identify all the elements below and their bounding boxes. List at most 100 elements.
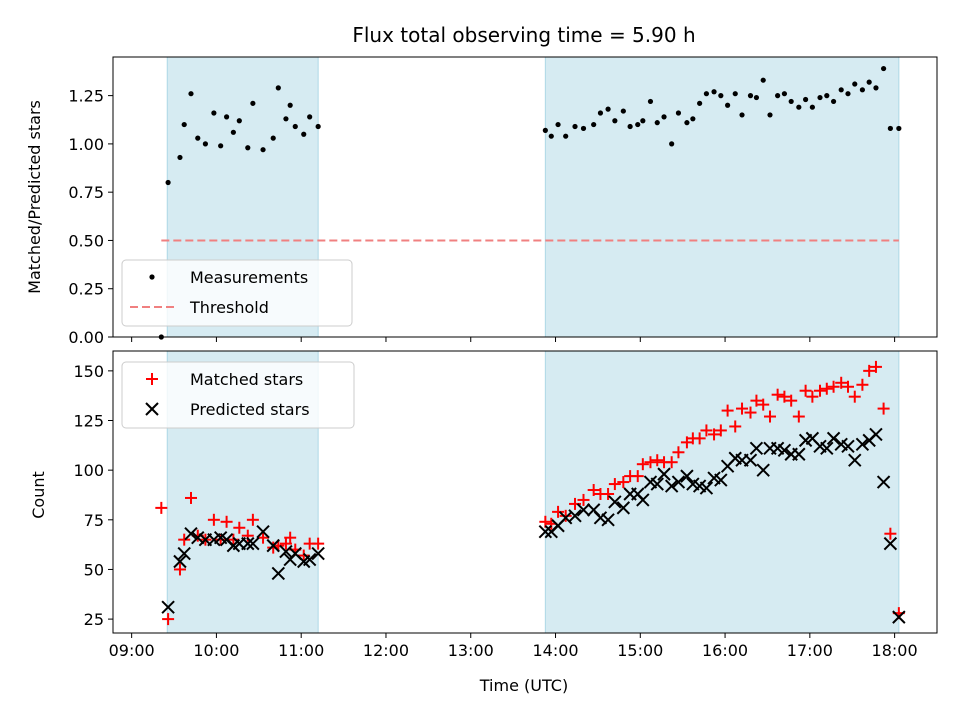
predicted-stars-point-d2 [219,532,234,547]
measurements-point [236,118,242,124]
predicted-stars-point [256,525,270,539]
predicted-stars-point-d2 [568,509,582,523]
predicted-legend-label: Predicted stars [190,400,310,419]
matched-stars-point [184,491,197,504]
count-panel-axes: 25 50 75 100 125 150 09:00 10:00 11:00 12:00 13:00… [73,350,938,660]
predicted-stars-point [699,481,714,495]
measurements-point [675,110,682,116]
predicted-stars-point-d2 [671,475,686,489]
predicted-stars-point-d2 [586,503,601,517]
ratio-y-tick-label: 0.00 [68,328,104,347]
ratio-y-tick-label: 0.75 [68,183,104,202]
measurements-point [739,112,745,118]
measurements-point [880,65,887,72]
measurements-point [597,110,604,116]
predicted-stars-point-d2 [692,479,707,493]
predicted-stars-point-d2 [770,441,785,456]
predicted-stars-point-d2 [820,441,834,456]
ratio-legend-box [121,259,353,327]
predicted-stars-point [855,437,870,452]
predicted-stars-point-d2 [538,525,553,539]
measurements-point [563,133,569,139]
predicted-stars-point [173,554,187,569]
measurements-point [195,135,201,141]
matched-stars-point [744,406,757,419]
matched-stars-point [714,424,727,437]
measurements-point [796,104,802,110]
predicted-stars-point-d2 [616,501,631,515]
ratio-y-axis-label: Matched/Predicted stars [25,100,44,294]
predicted-stars-point-d2 [707,471,721,485]
predicted-stars-point-d2 [636,493,650,507]
matched-stars-point [569,497,582,510]
matched-stars-point [750,394,763,407]
measurements-point [307,114,313,120]
matched-stars-point [162,613,175,626]
matched-stars-point [631,470,644,483]
measurements-point [669,141,675,147]
predicted-stars-point-d2 [826,431,841,446]
matched-stars-point [708,428,721,441]
threshold-legend-label: Threshold [189,298,269,317]
predicted-stars-point [184,526,198,541]
predicted-stars-point-d2 [271,566,286,581]
matched-stars-point [207,513,220,526]
predicted-stars-point-d2 [241,536,255,551]
matched-stars-point [587,484,600,497]
predicted-stars-point-d2 [680,469,694,483]
measurements-point [781,91,788,97]
matched-stars-point [297,549,310,562]
predicted-stars-point [608,495,622,509]
predicted-stars-point-d2 [743,453,758,467]
predicted-stars-point [593,511,608,525]
predicted-stars-point-d2 [792,447,806,461]
predicted-stars-point [664,479,679,493]
measurements-point [647,98,654,105]
matched-stars-point [155,501,168,514]
measurements-point [165,179,171,186]
count-x-tick-label: 18:00 [872,641,918,660]
matched-stars-point [233,521,246,534]
matched-stars-point [721,404,734,417]
count-x-tick-label: 14:00 [532,641,578,660]
measurements-point [287,102,293,108]
predicted-stars-point-d2 [883,536,898,551]
measurements-point [896,125,902,132]
measurements-point [684,120,690,126]
predicted-stars-point [266,538,280,553]
measurements-point [775,93,781,99]
matched-stars-point [552,505,565,518]
count-y-tick-label: 75 [84,511,104,530]
predicted-stars-point-d2 [608,495,622,509]
measurements-point [830,98,837,105]
measurements-point [661,114,667,120]
measurements-point [718,93,724,99]
predicted-stars-point-d2 [841,439,855,454]
matched-stars-point [246,513,259,526]
measurements-point [703,91,710,97]
count-panel-series [155,360,906,626]
measurements-point [572,123,578,130]
ratio-panel: 0.00 0.25 0.50 0.75 1.00 1.25 Flux total obse… [25,23,938,347]
predicted-stars-point [777,443,792,458]
predicted-stars-point [636,493,650,507]
x-axis-label: Time (UTC) [479,676,568,695]
matched-stars-point [665,456,678,469]
count-y-tick-label: 50 [84,560,104,579]
matched-stars-point [884,527,897,540]
measurements-point [753,94,760,101]
predicted-stars-point-d2 [855,437,870,452]
matched-stars-point [267,541,280,554]
predicted-stars-point [848,453,862,467]
predicted-stars-point-d2 [558,511,573,525]
matched-stars-point [636,458,649,471]
measurements-legend-label: Measurements [190,268,308,287]
matched-stars-point [820,382,833,395]
measurements-point [760,77,766,83]
predicted-stars-point [756,463,770,477]
matched-stars-point [877,402,890,415]
matched-stars-point [173,563,186,576]
matched-stars-point [848,390,861,403]
predicted-stars-point-d2 [805,431,820,446]
